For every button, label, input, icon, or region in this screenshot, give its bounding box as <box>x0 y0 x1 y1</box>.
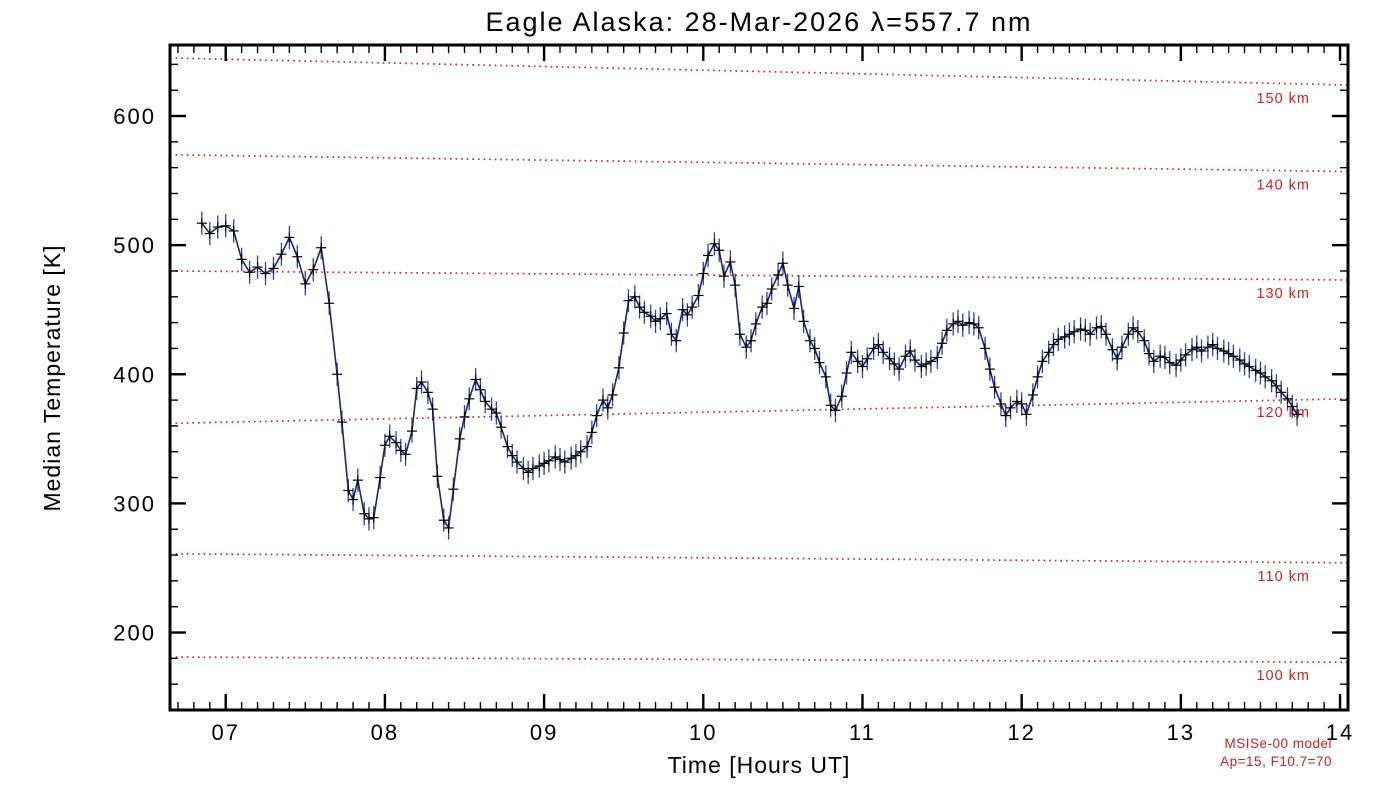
x-tick-label: 14 <box>1326 720 1354 745</box>
x-tick-label: 11 <box>849 720 876 745</box>
altitude-label-120-km: 120 km <box>1256 405 1310 421</box>
data-series-layer <box>196 211 1303 540</box>
altitude-line-120-km <box>169 397 1349 425</box>
model-annotation-line-1: MSISe-00 model <box>1224 736 1332 751</box>
altitude-label-140-km: 140 km <box>1256 178 1310 194</box>
y-tick-label: 300 <box>113 491 156 516</box>
axes-layer: 07 08 09 10 11 12 13 14 200 300 400 500 600 <box>113 43 1354 745</box>
x-axis-label: Time [Hours UT] <box>668 752 851 778</box>
y-tick-label: 600 <box>113 104 156 129</box>
plot-frame <box>168 43 1350 712</box>
altitude-line-100-km <box>169 656 1349 664</box>
y-tick-label: 400 <box>113 362 156 387</box>
y-axis-label: Median Temperature [K] <box>39 244 65 511</box>
altitude-label-150-km: 150 km <box>1256 91 1310 107</box>
data-polyline <box>201 222 1298 531</box>
altitude-reference-lines-layer: 150 km 140 km 130 km 120 km 110 km 100 km <box>169 57 1349 684</box>
x-tick-label: 10 <box>689 720 717 745</box>
altitude-label-130-km: 130 km <box>1256 286 1310 302</box>
x-tick-label: 07 <box>211 720 239 745</box>
altitude-line-130-km <box>169 270 1349 281</box>
chart-title: Eagle Alaska: 28-Mar-2026 λ=557.7 nm <box>485 7 1032 37</box>
altitude-line-150-km <box>169 57 1349 86</box>
y-tick-label: 200 <box>113 621 156 646</box>
altitude-line-110-km <box>169 552 1349 564</box>
altitude-line-140-km <box>169 153 1349 173</box>
x-tick-label: 12 <box>1007 720 1035 745</box>
altitude-label-110-km: 110 km <box>1258 569 1310 585</box>
x-tick-label: 09 <box>530 720 558 745</box>
altitude-label-100-km: 100 km <box>1256 668 1310 684</box>
x-tick-label: 13 <box>1167 720 1195 745</box>
model-annotation-line-2: Ap=15, F10.7=70 <box>1220 754 1332 769</box>
y-tick-label: 500 <box>113 233 156 258</box>
x-tick-label: 08 <box>371 720 399 745</box>
